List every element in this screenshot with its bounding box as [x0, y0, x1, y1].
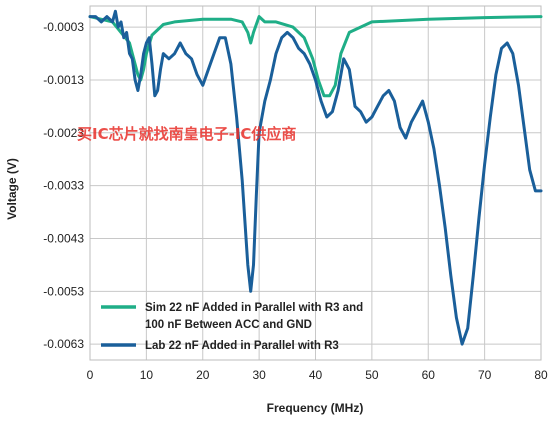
y-tick-label: -0.0053 [43, 284, 84, 298]
x-tick-label: 30 [252, 368, 266, 382]
x-axis-title: Frequency (MHz) [267, 401, 364, 415]
legend-label-lab: Lab 22 nF Added in Parallel with R3 [145, 340, 339, 352]
y-tick-label: -0.0033 [43, 179, 84, 193]
x-tick-label: 60 [422, 368, 436, 382]
x-tick-label: 10 [140, 368, 154, 382]
series-lines [88, 9, 543, 346]
y-tick-label: -0.0003 [43, 20, 84, 34]
x-tick-label: 0 [87, 368, 94, 382]
legend-label-sim-line2: 100 nF Between ACC and GND [145, 319, 312, 331]
y-tick-label: -0.0023 [43, 126, 84, 140]
x-tick-label: 20 [196, 368, 210, 382]
y-axis-title: Voltage (V) [5, 158, 19, 220]
x-tick-label: 40 [309, 368, 323, 382]
y-tick-labels: -0.0003 -0.0013 -0.0023 -0.0033 -0.0043 -0.00… [43, 20, 84, 351]
legend: Sim 22 nF Added in Parallel with R3 and … [101, 302, 363, 352]
x-tick-label: 70 [478, 368, 492, 382]
x-tick-label: 50 [365, 368, 379, 382]
watermark-text: 买IC芯片就找南皇电子-IC供应商 [77, 125, 296, 143]
legend-label-sim-line1: Sim 22 nF Added in Parallel with R3 and [145, 302, 363, 314]
grid [89, 5, 542, 361]
y-tick-label: -0.0013 [43, 73, 84, 87]
lab-series-line [88, 9, 543, 346]
y-tick-label: -0.0063 [43, 337, 84, 351]
y-tick-label: -0.0043 [43, 231, 84, 245]
plot-frame [89, 5, 542, 361]
x-tick-labels: 0 10 20 30 40 50 60 70 80 [87, 368, 548, 382]
x-tick-label: 80 [534, 368, 548, 382]
